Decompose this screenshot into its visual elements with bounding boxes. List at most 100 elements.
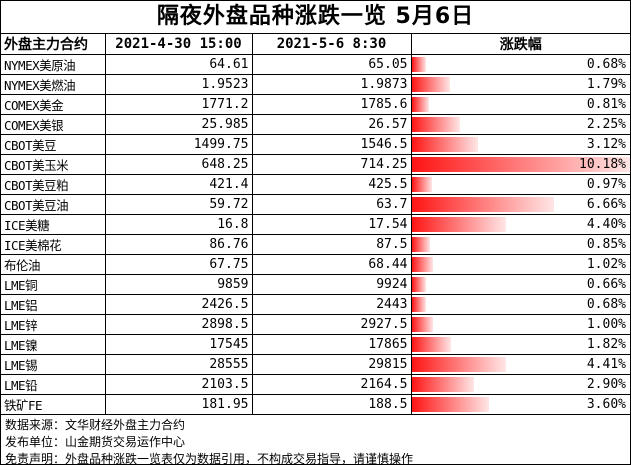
prev-price: 25.985 [104, 114, 253, 135]
table-row: CBOT美豆油 59.72 63.7 6.66% [1, 194, 630, 215]
footer-source: 数据来源：文华财经外盘主力合约 [5, 418, 186, 432]
curr-price: 87.5 [251, 234, 412, 255]
table-row: CBOT美豆粕 421.4 425.5 0.97% [1, 174, 630, 195]
curr-price: 714.25 [251, 154, 412, 175]
change-percent: 0.66% [586, 277, 626, 292]
table-row: LME镍 17545 17865 1.82% [1, 334, 630, 355]
prev-price: 2426.5 [104, 294, 253, 315]
prev-price: 1771.2 [104, 94, 253, 115]
change-cell: 4.41% [410, 354, 630, 375]
contract-name: 铁矿FE [1, 394, 106, 415]
curr-price: 1546.5 [251, 134, 412, 155]
change-cell: 4.40% [410, 214, 630, 235]
table-row: LME铝 2426.5 2443 0.68% [1, 294, 630, 315]
contract-name: LME镍 [1, 334, 106, 355]
header-contract: 外盘主力合约 [1, 34, 106, 55]
contract-name: CBOT美玉米 [1, 154, 106, 175]
change-bar [412, 77, 450, 92]
change-percent: 0.85% [586, 237, 626, 252]
header-curr-time: 2021-5-6 8:30 [251, 34, 412, 55]
change-percent: 0.97% [586, 177, 626, 192]
change-bar [412, 97, 429, 112]
table-row: NYMEX美原油 64.61 65.05 0.68% [1, 54, 630, 75]
change-bar [412, 337, 451, 352]
table-header-row: 外盘主力合约 2021-4-30 15:00 2021-5-6 8:30 涨跌幅 [1, 34, 630, 55]
curr-price: 1785.6 [251, 94, 412, 115]
contract-name: NYMEX美原油 [1, 54, 106, 75]
curr-price: 17865 [251, 334, 412, 355]
change-percent: 10.18% [579, 157, 626, 172]
change-percent: 1.00% [586, 317, 626, 332]
change-percent: 0.68% [586, 297, 626, 312]
prev-price: 1.9523 [104, 74, 253, 95]
contract-name: LME锌 [1, 314, 106, 335]
change-bar [412, 317, 433, 332]
contract-name: COMEX美金 [1, 94, 106, 115]
table-row: LME锌 2898.5 2927.5 1.00% [1, 314, 630, 335]
change-cell: 2.90% [410, 374, 630, 395]
table-row: COMEX美银 25.985 26.57 2.25% [1, 114, 630, 135]
contract-name: CBOT美豆 [1, 134, 106, 155]
table-row: LME铅 2103.5 2164.5 2.90% [1, 374, 630, 395]
footer-publisher: 发布单位：山金期货交易运作中心 [5, 435, 186, 449]
table-row: ICE美棉花 86.76 87.5 0.85% [1, 234, 630, 255]
header-prev-time: 2021-4-30 15:00 [104, 34, 253, 55]
change-bar [412, 237, 430, 252]
change-bar [412, 137, 479, 152]
change-bar [412, 217, 506, 232]
change-percent: 3.60% [586, 397, 626, 412]
change-cell: 0.85% [410, 234, 630, 255]
curr-price: 9924 [251, 274, 412, 295]
table-row: 布伦油 67.75 68.44 1.02% [1, 254, 630, 275]
change-bar [412, 117, 460, 132]
change-cell: 0.66% [410, 274, 630, 295]
change-bar [412, 357, 507, 372]
curr-price: 2443 [251, 294, 412, 315]
prev-price: 17545 [104, 334, 253, 355]
change-percent: 4.40% [586, 217, 626, 232]
contract-name: LME铜 [1, 274, 106, 295]
change-cell: 0.97% [410, 174, 630, 195]
table-row: LME铜 9859 9924 0.66% [1, 274, 630, 295]
curr-price: 2164.5 [251, 374, 412, 395]
curr-price: 29815 [251, 354, 412, 375]
contract-name: ICE美棉花 [1, 234, 106, 255]
prev-price: 2898.5 [104, 314, 253, 335]
page-title: 隔夜外盘品种涨跌一览 5月6日 [1, 1, 630, 34]
header-change: 涨跌幅 [410, 34, 630, 55]
curr-price: 2927.5 [251, 314, 412, 335]
prev-price: 28555 [104, 354, 253, 375]
table-row: 铁矿FE 181.95 188.5 3.60% [1, 394, 630, 415]
table-row: ICE美糖 16.8 17.54 4.40% [1, 214, 630, 235]
prev-price: 16.8 [104, 214, 253, 235]
change-percent: 2.90% [586, 377, 626, 392]
change-percent: 6.66% [586, 197, 626, 212]
change-bar [412, 397, 489, 412]
contract-name: LME铝 [1, 294, 106, 315]
prev-price: 421.4 [104, 174, 253, 195]
change-bar [412, 57, 427, 72]
change-cell: 3.60% [410, 394, 630, 415]
change-percent: 2.25% [586, 117, 626, 132]
change-percent: 1.82% [586, 337, 626, 352]
change-bar [412, 157, 630, 172]
change-cell: 1.02% [410, 254, 630, 275]
change-percent: 1.02% [586, 257, 626, 272]
quote-table: 外盘主力合约 2021-4-30 15:00 2021-5-6 8:30 涨跌幅… [1, 34, 630, 415]
change-cell: 3.12% [410, 134, 630, 155]
curr-price: 63.7 [251, 194, 412, 215]
table-row: CBOT美玉米 648.25 714.25 10.18% [1, 154, 630, 175]
curr-price: 68.44 [251, 254, 412, 275]
change-bar [412, 297, 427, 312]
curr-price: 1.9873 [251, 74, 412, 95]
curr-price: 65.05 [251, 54, 412, 75]
change-percent: 3.12% [586, 137, 626, 152]
contract-name: NYMEX美燃油 [1, 74, 106, 95]
change-cell: 10.18% [410, 154, 630, 175]
change-bar [412, 377, 474, 392]
change-cell: 1.79% [410, 74, 630, 95]
curr-price: 188.5 [251, 394, 412, 415]
change-cell: 1.00% [410, 314, 630, 335]
change-percent: 0.81% [586, 97, 626, 112]
change-bar [412, 197, 555, 212]
